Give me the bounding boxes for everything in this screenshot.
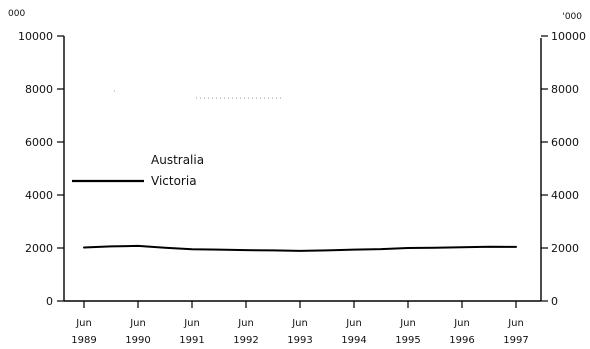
legend: Australia Victoria: [72, 153, 204, 188]
x-tick-year: 1989: [71, 335, 96, 346]
x-tick-year: 1997: [503, 335, 528, 346]
x-tick-year: 1990: [125, 335, 150, 346]
x-tick-year: 1993: [287, 335, 312, 346]
y-tick-right-label: 4000: [551, 189, 579, 202]
y-tick-left-label: 6000: [25, 136, 53, 149]
y-tick-right-label: 2000: [551, 242, 579, 255]
y-tick-left-label: 0: [46, 295, 53, 308]
x-tick-month: Jun: [291, 318, 308, 329]
y-unit-left: 000: [8, 9, 25, 19]
x-tick-year: 1994: [341, 335, 366, 346]
y-tick-left-label: 2000: [25, 242, 53, 255]
x-tick-month: Jun: [183, 318, 200, 329]
y-ticks: 0 0 2000 2000 4000 4000 6000 6000 8000 8000 10000 1…: [18, 30, 586, 308]
x-tick-year: 1995: [395, 335, 420, 346]
y-tick-left-label: 8000: [25, 83, 53, 96]
legend-label-victoria: Victoria: [151, 174, 197, 188]
x-ticks: Jun 1989 Jun 1990 Jun 1991 Jun 1992 Jun 1993 Jun 19…: [71, 301, 529, 346]
x-tick-month: Jun: [237, 318, 254, 329]
x-tick-month: Jun: [129, 318, 146, 329]
x-tick-month: Jun: [399, 318, 416, 329]
y-tick-left-label: 4000: [25, 189, 53, 202]
x-tick-year: 1991: [179, 335, 204, 346]
y-tick-right-label: 10000: [551, 30, 586, 43]
x-tick-year: 1992: [233, 335, 258, 346]
x-tick-month: Jun: [345, 318, 362, 329]
y-tick-left-label: 10000: [18, 30, 53, 43]
x-tick-month: Jun: [453, 318, 470, 329]
y-unit-right: '000: [562, 12, 582, 22]
series-line-victoria: [83, 244, 517, 252]
x-tick-year: 1996: [449, 335, 474, 346]
y-tick-right-label: 6000: [551, 136, 579, 149]
x-tick-month: Jun: [75, 318, 92, 329]
y-tick-right-label: 0: [551, 295, 558, 308]
y-tick-right-label: 8000: [551, 83, 579, 96]
x-tick-month: Jun: [507, 318, 524, 329]
legend-label-australia: Australia: [151, 153, 204, 167]
series-layer: [83, 244, 517, 252]
